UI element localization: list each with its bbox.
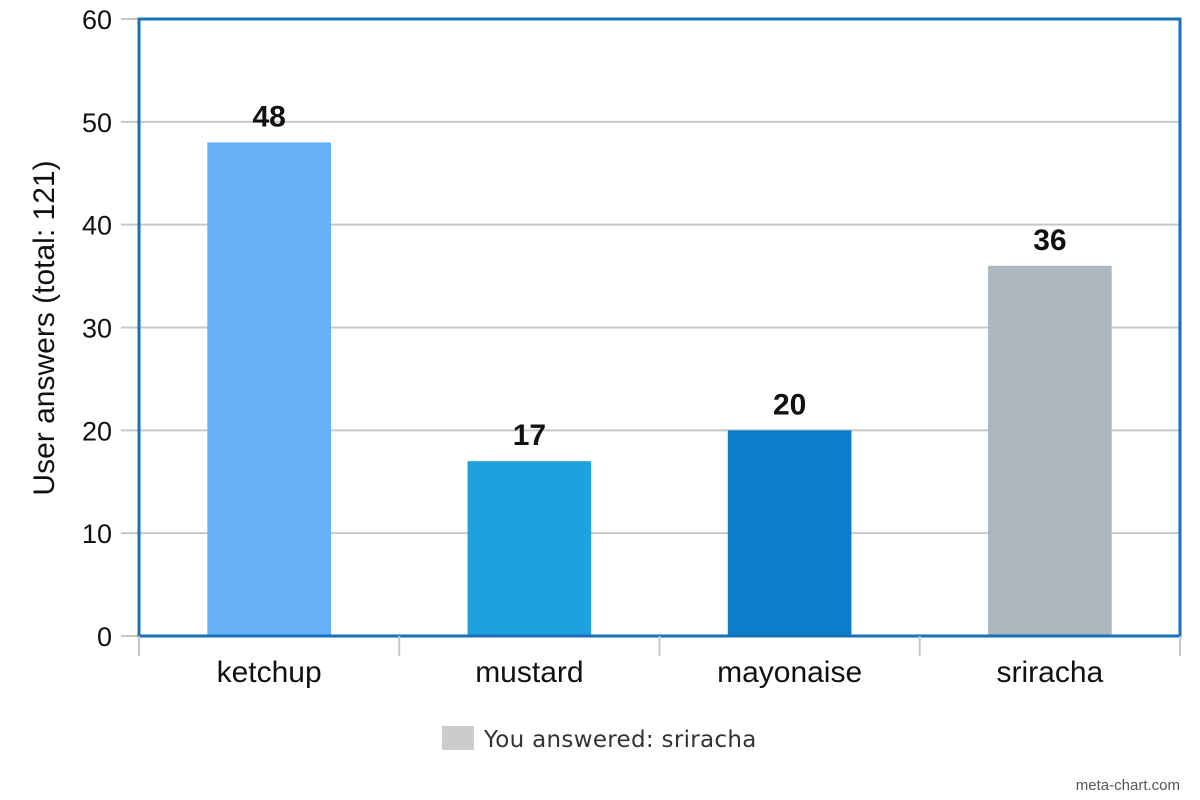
data-label-ketchup: 48	[252, 100, 285, 133]
x-tick-label-mustard: mustard	[475, 656, 583, 689]
y-tick-label: 40	[82, 211, 112, 241]
credit-text: meta-chart.com	[1076, 777, 1180, 794]
x-tick-label-mayonaise: mayonaise	[717, 656, 862, 689]
y-tick-label: 60	[82, 5, 112, 35]
y-tick-label: 10	[82, 519, 112, 549]
bar-mustard	[467, 461, 592, 636]
y-tick-label: 20	[82, 416, 112, 446]
x-tick-label-sriracha: sriracha	[997, 656, 1104, 689]
x-tick-label-ketchup: ketchup	[217, 656, 322, 689]
y-axis-title: User answers (total: 121)	[28, 160, 61, 495]
legend: You answered: sriracha	[442, 726, 757, 753]
data-labels: 48 17 20 36	[252, 100, 1066, 452]
y-tick-label: 0	[97, 622, 112, 652]
y-axis-tick-labels: 0 10 20 30 40 50 60	[82, 5, 112, 652]
data-label-sriracha: 36	[1033, 224, 1066, 257]
x-axis-ticks	[138, 636, 1181, 656]
bars	[207, 142, 1112, 636]
y-tick-label: 30	[82, 314, 112, 344]
y-tick-label: 50	[82, 108, 112, 138]
bar-mayonaise	[727, 430, 852, 636]
data-label-mayonaise: 20	[773, 388, 806, 421]
data-label-mustard: 17	[513, 419, 546, 452]
x-axis-tick-labels: ketchup mustard mayonaise sriracha	[217, 656, 1104, 689]
bar-sriracha	[988, 265, 1112, 636]
legend-label: You answered: sriracha	[483, 727, 757, 753]
legend-swatch	[442, 726, 474, 750]
bar-ketchup	[207, 142, 331, 636]
